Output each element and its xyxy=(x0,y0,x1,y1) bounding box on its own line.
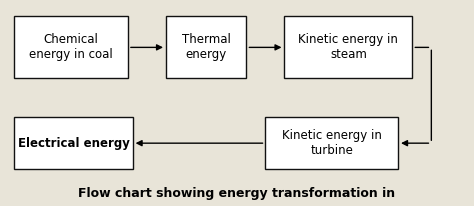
FancyBboxPatch shape xyxy=(14,117,133,169)
Text: Kinetic energy in
turbine: Kinetic energy in turbine xyxy=(282,129,382,157)
FancyBboxPatch shape xyxy=(166,16,246,78)
Text: Kinetic energy in
steam: Kinetic energy in steam xyxy=(299,33,398,61)
FancyBboxPatch shape xyxy=(265,117,398,169)
Text: Thermal
energy: Thermal energy xyxy=(182,33,231,61)
Text: Electrical energy: Electrical energy xyxy=(18,137,129,150)
FancyBboxPatch shape xyxy=(284,16,412,78)
Text: Flow chart showing energy transformation in: Flow chart showing energy transformation… xyxy=(78,187,396,200)
FancyBboxPatch shape xyxy=(14,16,128,78)
Text: Chemical
energy in coal: Chemical energy in coal xyxy=(29,33,113,61)
